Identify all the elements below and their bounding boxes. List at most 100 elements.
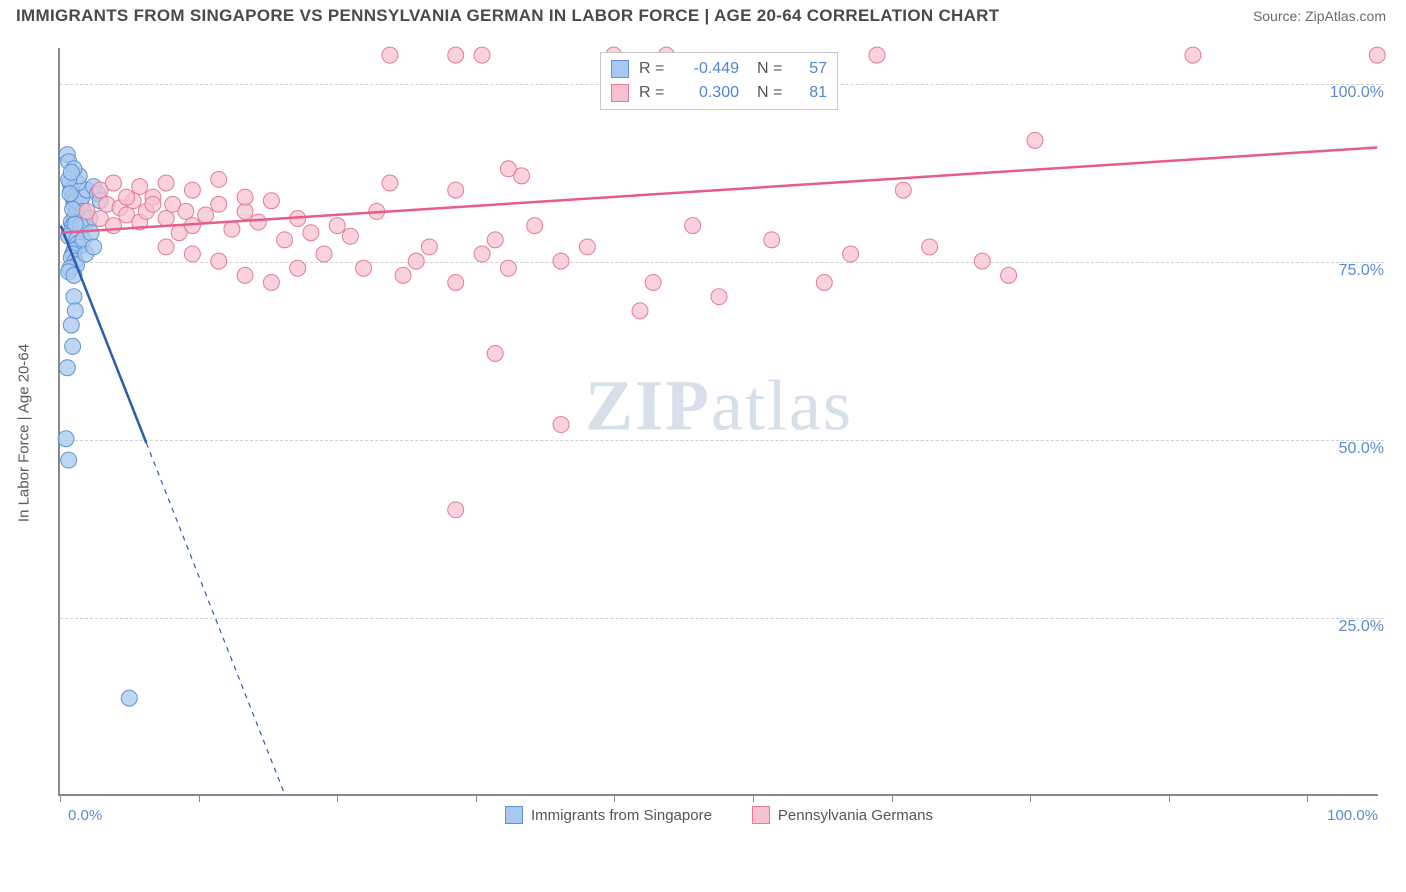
- data-point-singapore: [66, 289, 82, 305]
- data-point-singapore: [59, 360, 75, 376]
- data-point-penn_german: [382, 47, 398, 63]
- x-tick: [199, 794, 200, 802]
- data-point-penn_german: [1369, 47, 1385, 63]
- source-label: Source: ZipAtlas.com: [1253, 8, 1386, 24]
- plot-wrap: In Labor Force | Age 20-64 ZIPatlas 25.0…: [48, 48, 1384, 818]
- plot-area: ZIPatlas 25.0%50.0%75.0%100.0% 0.0% 100.…: [58, 48, 1378, 796]
- swatch-singapore: [611, 60, 629, 78]
- stats-row-singapore: R = -0.449 N = 57: [611, 57, 827, 81]
- stat-value-R-singapore: -0.449: [679, 57, 739, 81]
- legend-swatch-singapore: [505, 806, 523, 824]
- data-point-penn_german: [421, 239, 437, 255]
- data-point-penn_german: [1185, 47, 1201, 63]
- data-point-penn_german: [178, 203, 194, 219]
- stat-label-R: R =: [639, 57, 671, 81]
- chart-title: IMMIGRANTS FROM SINGAPORE VS PENNSYLVANI…: [16, 6, 999, 26]
- data-point-penn_german: [250, 214, 266, 230]
- x-tick: [476, 794, 477, 802]
- data-point-penn_german: [316, 246, 332, 262]
- data-point-penn_german: [145, 196, 161, 212]
- stat-value-N-penn: 81: [797, 81, 827, 105]
- stats-row-penn: R = 0.300 N = 81: [611, 81, 827, 105]
- data-point-penn_german: [356, 260, 372, 276]
- data-point-penn_german: [448, 502, 464, 518]
- data-point-penn_german: [711, 289, 727, 305]
- data-point-penn_german: [487, 346, 503, 362]
- data-point-penn_german: [922, 239, 938, 255]
- stat-label-N: N =: [757, 81, 789, 105]
- data-point-singapore: [58, 431, 74, 447]
- data-point-penn_german: [895, 182, 911, 198]
- data-point-penn_german: [1001, 267, 1017, 283]
- data-point-penn_german: [395, 267, 411, 283]
- data-point-penn_german: [158, 175, 174, 191]
- data-point-penn_german: [105, 218, 121, 234]
- stat-value-N-singapore: 57: [797, 57, 827, 81]
- data-point-penn_german: [237, 189, 253, 205]
- stat-label-R: R =: [639, 81, 671, 105]
- legend-swatch-penn: [752, 806, 770, 824]
- trendline-singapore-dashed: [146, 443, 284, 794]
- data-point-penn_german: [448, 47, 464, 63]
- data-point-penn_german: [632, 303, 648, 319]
- data-point-penn_german: [198, 207, 214, 223]
- data-point-penn_german: [342, 228, 358, 244]
- data-point-penn_german: [500, 260, 516, 276]
- data-point-singapore: [67, 216, 83, 232]
- data-point-penn_german: [158, 239, 174, 255]
- data-point-penn_german: [474, 246, 490, 262]
- data-point-penn_german: [303, 225, 319, 241]
- data-point-penn_german: [184, 246, 200, 262]
- data-point-penn_german: [211, 171, 227, 187]
- data-point-penn_german: [211, 196, 227, 212]
- data-point-penn_german: [132, 179, 148, 195]
- x-tick: [60, 794, 61, 802]
- legend-label-penn: Pennsylvania Germans: [778, 807, 933, 824]
- x-tick: [1030, 794, 1031, 802]
- trendline-singapore-solid: [61, 226, 147, 443]
- legend-item-singapore: Immigrants from Singapore: [505, 806, 712, 824]
- data-point-penn_german: [105, 175, 121, 191]
- x-tick: [1307, 794, 1308, 802]
- data-point-singapore: [63, 164, 79, 180]
- data-point-penn_german: [263, 274, 279, 290]
- data-point-penn_german: [224, 221, 240, 237]
- data-point-penn_german: [329, 218, 345, 234]
- data-point-penn_german: [553, 253, 569, 269]
- data-point-singapore: [67, 303, 83, 319]
- data-point-penn_german: [474, 47, 490, 63]
- data-point-singapore: [65, 201, 81, 217]
- data-point-penn_german: [974, 253, 990, 269]
- data-point-penn_german: [487, 232, 503, 248]
- data-point-penn_german: [277, 232, 293, 248]
- data-point-penn_german: [764, 232, 780, 248]
- data-point-penn_german: [1027, 132, 1043, 148]
- data-point-penn_german: [237, 203, 253, 219]
- data-point-singapore: [121, 690, 137, 706]
- data-point-penn_german: [500, 161, 516, 177]
- data-point-penn_german: [843, 246, 859, 262]
- x-tick: [614, 794, 615, 802]
- scatter-svg: [60, 48, 1378, 794]
- data-point-singapore: [83, 225, 99, 241]
- x-tick: [1169, 794, 1170, 802]
- data-point-penn_german: [448, 274, 464, 290]
- data-point-penn_german: [448, 182, 464, 198]
- x-axis-max-label: 100.0%: [1327, 807, 1378, 824]
- data-point-penn_german: [211, 253, 227, 269]
- data-point-penn_german: [237, 267, 253, 283]
- stat-value-R-penn: 0.300: [679, 81, 739, 105]
- data-point-singapore: [63, 317, 79, 333]
- data-point-penn_german: [816, 274, 832, 290]
- data-point-penn_german: [158, 211, 174, 227]
- x-tick: [753, 794, 754, 802]
- data-point-penn_german: [119, 189, 135, 205]
- data-point-penn_german: [869, 47, 885, 63]
- y-axis-title: In Labor Force | Age 20-64: [16, 344, 33, 522]
- stats-legend: R = -0.449 N = 57 R = 0.300 N = 81: [600, 52, 838, 110]
- data-point-penn_german: [685, 218, 701, 234]
- swatch-penn: [611, 84, 629, 102]
- legend-item-penn: Pennsylvania Germans: [752, 806, 933, 824]
- data-point-penn_german: [263, 193, 279, 209]
- data-point-penn_german: [382, 175, 398, 191]
